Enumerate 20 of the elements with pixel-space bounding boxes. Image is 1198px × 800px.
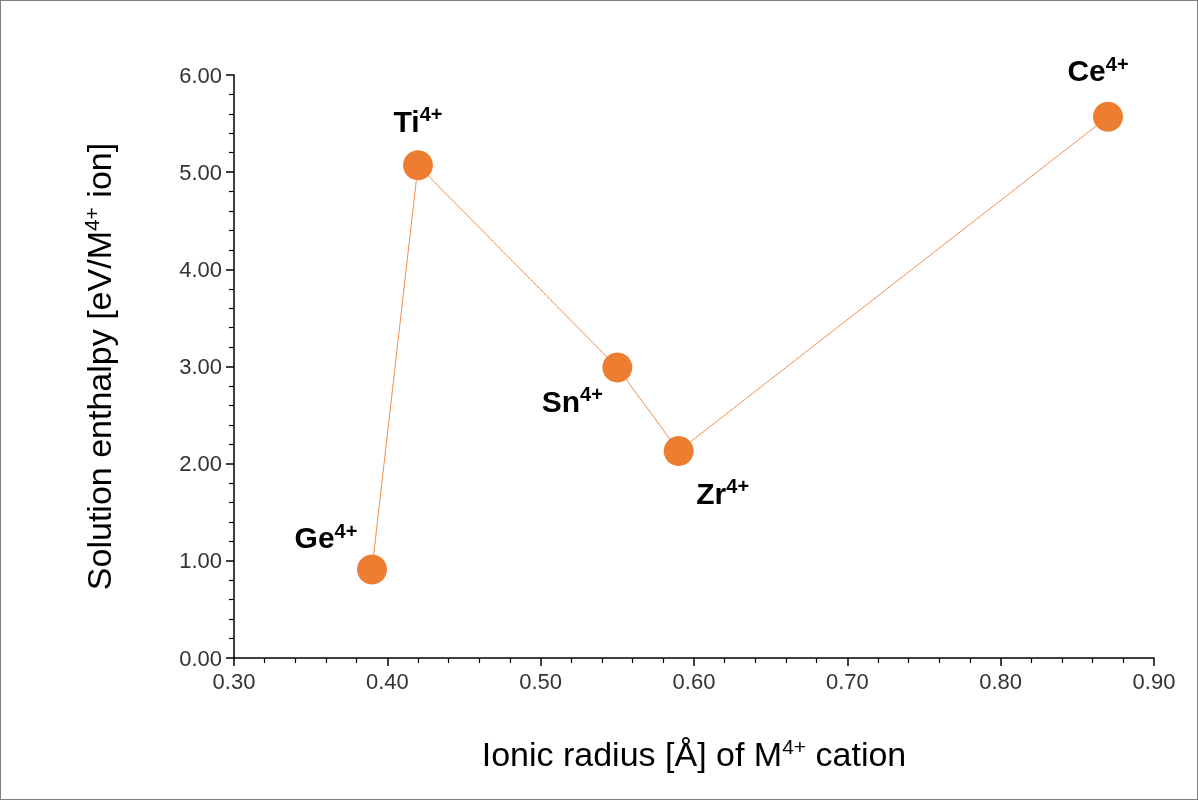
x-tick-label: 0.90 <box>1132 668 1176 694</box>
y-tick-label: 4.00 <box>179 256 222 282</box>
y-tick-label: 2.00 <box>179 451 222 477</box>
point <box>357 554 387 585</box>
point <box>1093 101 1123 132</box>
point <box>602 352 633 383</box>
x-tick-label: 0.50 <box>519 668 563 694</box>
x-tick-label: 0.30 <box>212 668 256 694</box>
y-tick-label: 6.00 <box>179 62 222 88</box>
y-tick-label: 1.00 <box>179 548 222 574</box>
x-tick-label: 0.80 <box>979 668 1023 694</box>
y-tick-label: 5.00 <box>179 159 222 185</box>
x-tick-label: 0.70 <box>825 668 869 694</box>
y-tick-label: 0.00 <box>179 645 222 671</box>
x-tick-label: 0.60 <box>672 668 716 694</box>
point <box>403 150 433 181</box>
y-tick-label: 3.00 <box>179 354 222 379</box>
point <box>663 436 694 467</box>
x-tick-label: 0.40 <box>365 668 409 694</box>
y-axis-title: Solution enthalpy [eV/M4+ ion] <box>79 142 118 591</box>
